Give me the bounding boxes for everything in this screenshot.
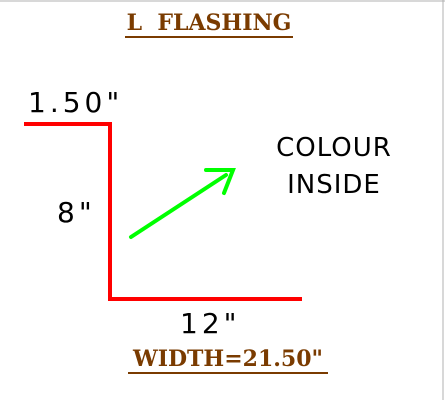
colour-direction-arrow-icon — [129, 168, 236, 239]
dimension-bottom-leg: 12" — [180, 307, 241, 340]
diagram-title: L FLASHING — [127, 10, 292, 36]
dimension-top-leg: 1.50" — [28, 86, 123, 119]
flashing-profile-line — [24, 122, 302, 301]
total-width-label: WIDTH=21.50" — [132, 346, 323, 372]
colour-note-line-2: INSIDE — [287, 170, 381, 200]
colour-note-line-1: COLOUR — [276, 133, 392, 163]
dimension-vertical: 8" — [57, 196, 96, 229]
